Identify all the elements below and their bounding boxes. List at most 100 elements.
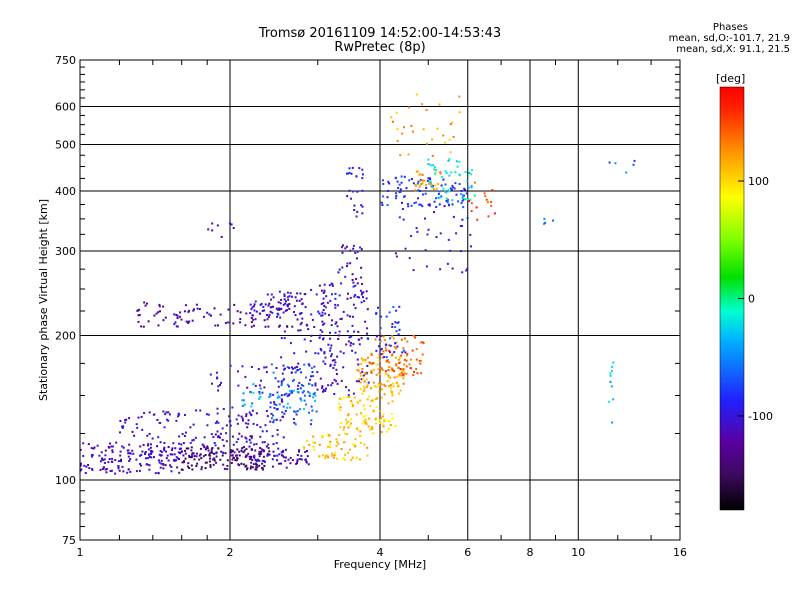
- data-point: [393, 370, 396, 373]
- data-point: [274, 377, 277, 380]
- data-point: [183, 310, 186, 313]
- data-point: [284, 300, 287, 303]
- data-point: [352, 190, 355, 193]
- data-point: [420, 372, 423, 375]
- data-point: [221, 454, 224, 457]
- data-point: [395, 111, 398, 114]
- y-tick-label: 300: [55, 245, 76, 258]
- data-point: [277, 385, 280, 388]
- data-point: [190, 464, 193, 467]
- data-point: [260, 302, 263, 305]
- data-point: [177, 451, 180, 454]
- data-point: [127, 449, 130, 452]
- data-point: [305, 350, 308, 353]
- data-point: [355, 380, 358, 383]
- data-point: [288, 389, 291, 392]
- data-point: [142, 444, 145, 446]
- data-point: [448, 174, 451, 177]
- data-point: [400, 354, 403, 357]
- data-point: [101, 457, 103, 460]
- data-point: [435, 187, 438, 190]
- data-point: [291, 391, 294, 394]
- data-point: [155, 312, 158, 315]
- data-point: [361, 177, 364, 180]
- data-point: [351, 279, 354, 281]
- data-point: [410, 204, 413, 207]
- data-point: [369, 428, 372, 431]
- data-point: [164, 316, 167, 319]
- data-point: [461, 218, 464, 221]
- data-point: [203, 446, 206, 449]
- data-point: [261, 467, 264, 469]
- data-point: [241, 447, 244, 450]
- data-point: [351, 402, 354, 405]
- data-point: [397, 366, 400, 369]
- data-point: [301, 391, 304, 394]
- data-point: [370, 426, 373, 428]
- data-point: [251, 409, 254, 412]
- data-point: [226, 468, 229, 471]
- data-point: [269, 310, 272, 313]
- data-point: [380, 201, 383, 204]
- data-point: [312, 441, 315, 444]
- data-point: [475, 206, 478, 209]
- data-point: [449, 123, 452, 126]
- data-point: [176, 466, 179, 469]
- data-point: [370, 371, 373, 374]
- data-point: [388, 182, 391, 185]
- data-point: [335, 438, 338, 441]
- data-point: [422, 193, 424, 196]
- data-point: [268, 302, 271, 305]
- data-point: [232, 443, 235, 446]
- data-point: [305, 376, 307, 379]
- data-point: [461, 199, 464, 202]
- data-point: [365, 422, 368, 425]
- data-point: [165, 457, 168, 460]
- data-point: [345, 422, 348, 425]
- data-point: [208, 452, 211, 455]
- data-point: [250, 317, 253, 319]
- data-point: [443, 205, 446, 208]
- data-point: [312, 435, 315, 438]
- data-point: [237, 370, 239, 373]
- data-point: [343, 441, 346, 444]
- data-point: [392, 337, 395, 340]
- data-point: [244, 422, 247, 425]
- data-point: [217, 385, 220, 388]
- data-point: [358, 380, 360, 383]
- data-point: [156, 419, 159, 421]
- data-point: [327, 343, 330, 346]
- data-point: [366, 384, 369, 387]
- colorbar-tick-label: 100: [748, 175, 769, 188]
- data-point: [216, 430, 219, 433]
- data-point: [343, 458, 346, 461]
- data-point: [299, 312, 302, 315]
- data-point: [160, 451, 163, 453]
- data-point: [231, 449, 234, 452]
- data-point: [101, 468, 104, 470]
- data-point: [371, 427, 374, 430]
- data-point: [314, 352, 317, 355]
- data-point: [253, 303, 256, 306]
- data-point: [223, 467, 226, 470]
- data-point: [384, 370, 387, 372]
- data-point: [350, 172, 353, 175]
- data-point: [195, 465, 198, 467]
- data-point: [308, 395, 311, 397]
- data-point: [166, 454, 169, 457]
- data-point: [414, 185, 417, 188]
- data-point: [261, 430, 264, 433]
- data-point: [158, 461, 161, 464]
- data-point: [352, 285, 355, 288]
- data-point: [360, 301, 363, 304]
- data-point: [329, 443, 332, 446]
- data-point: [236, 457, 239, 460]
- data-point: [244, 375, 247, 378]
- data-point: [334, 292, 337, 295]
- data-point: [333, 378, 336, 381]
- data-point: [167, 411, 170, 414]
- data-point: [402, 382, 405, 385]
- data-point: [311, 384, 314, 387]
- data-point: [429, 164, 432, 167]
- data-point: [276, 454, 279, 457]
